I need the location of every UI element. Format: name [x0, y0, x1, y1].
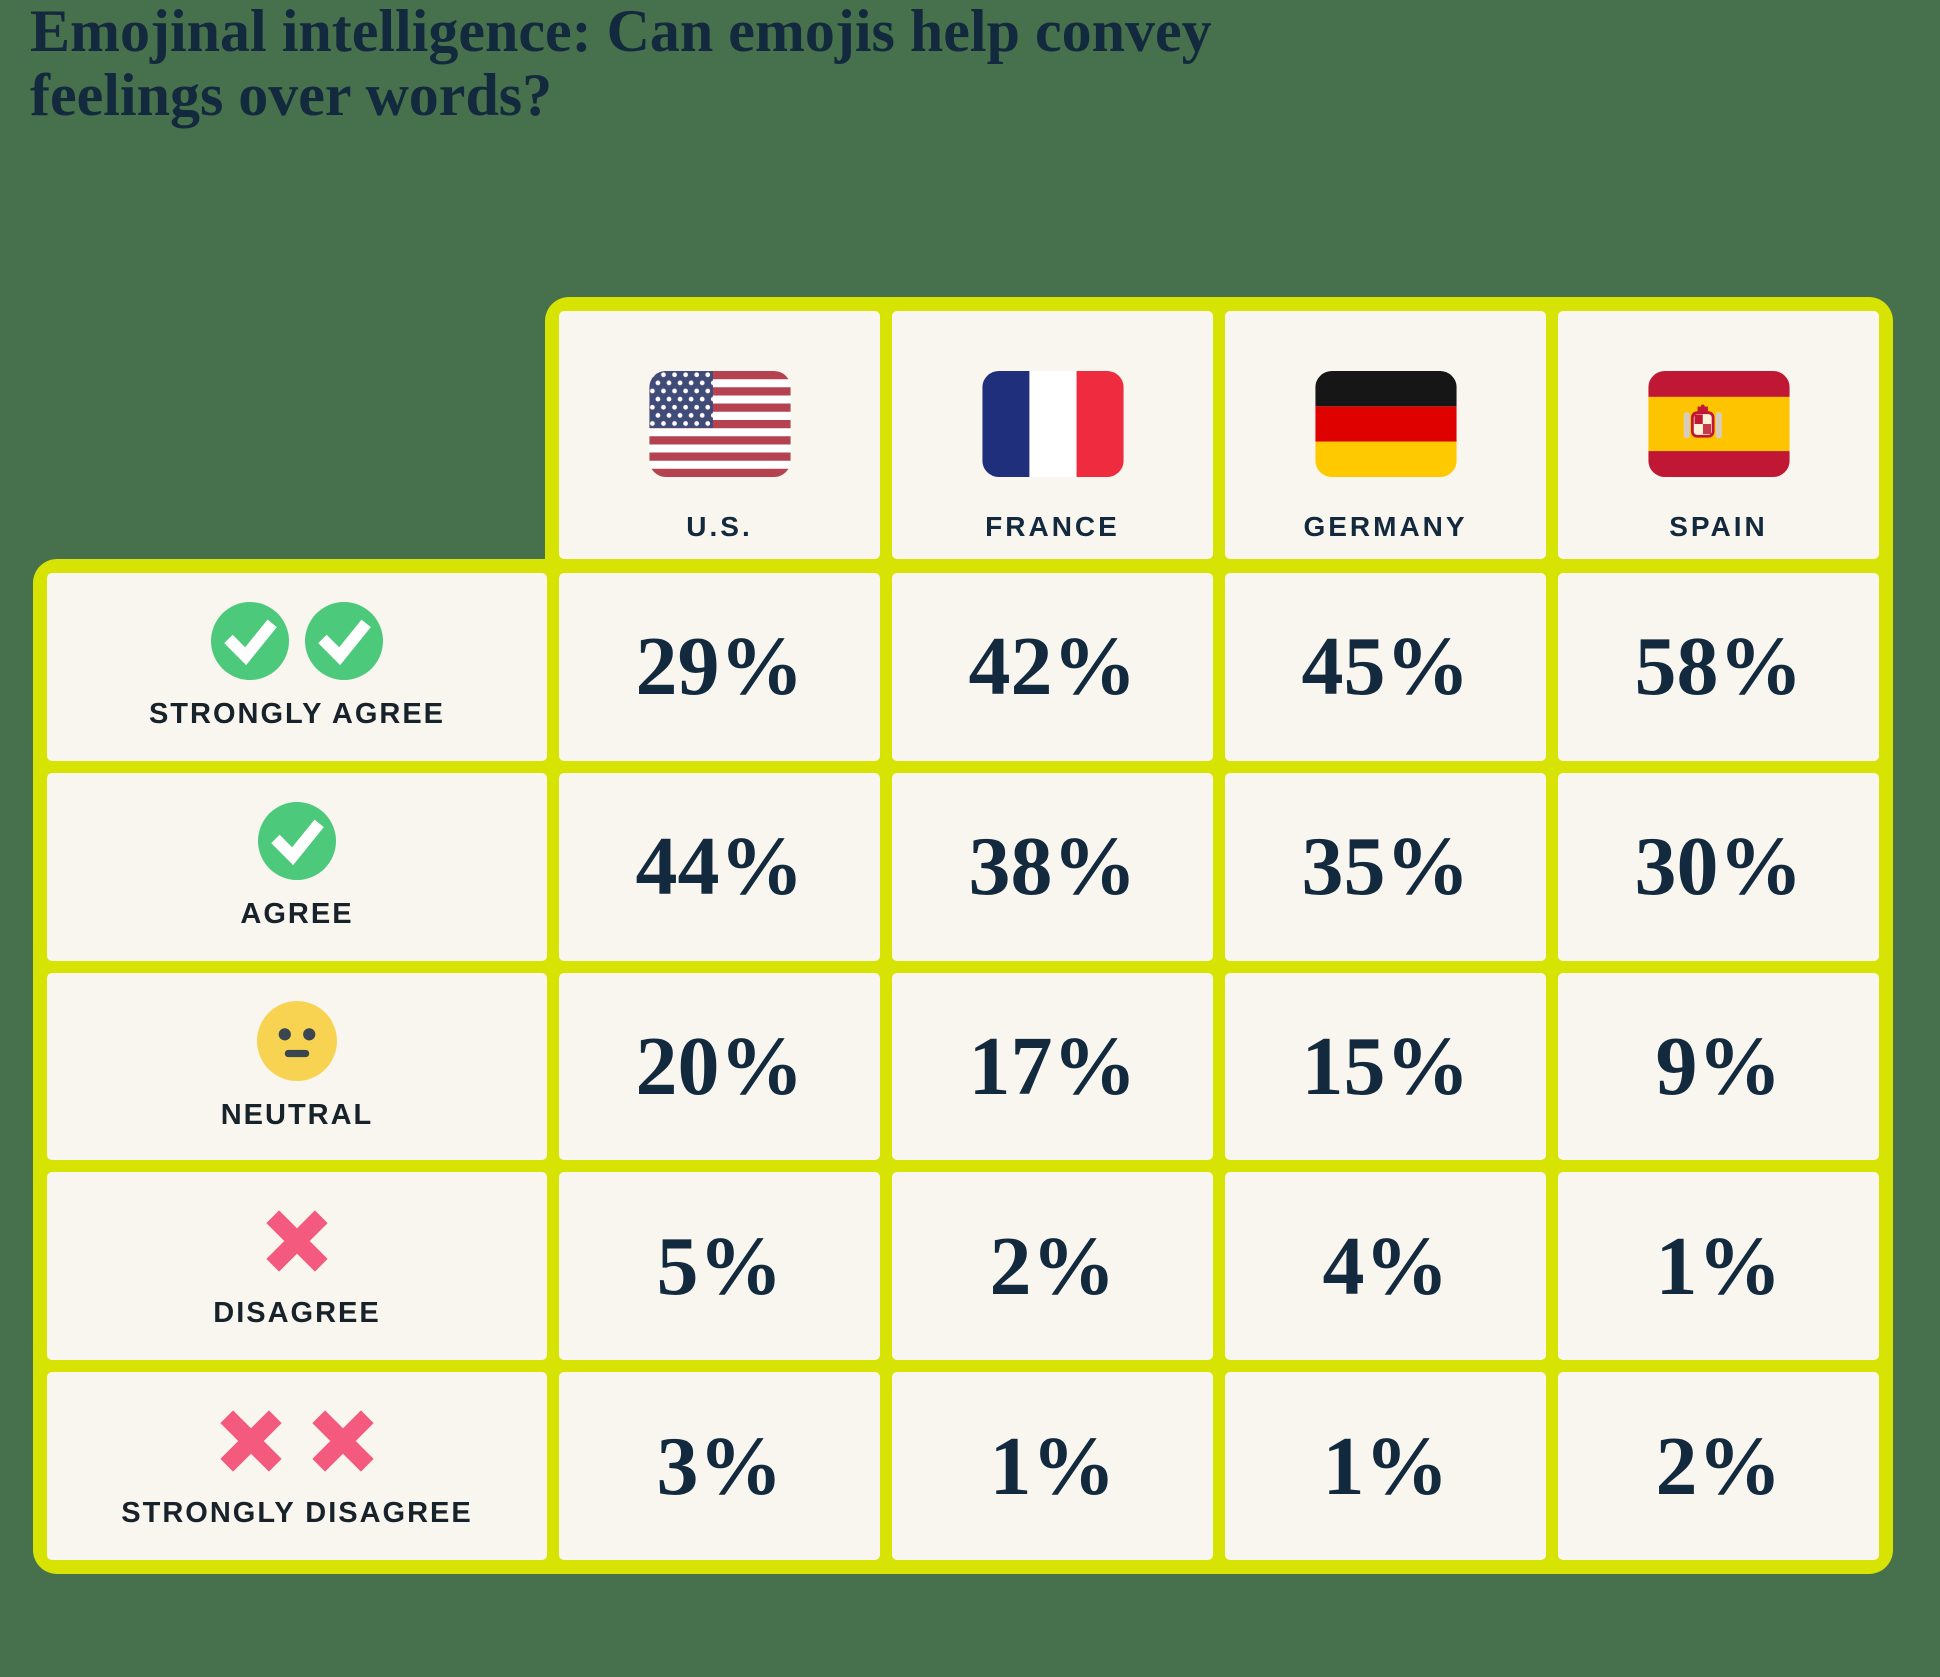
value-cell: 45% [1225, 573, 1546, 761]
column-header-us: U.S. [559, 311, 880, 559]
percentage-value: 42% [968, 620, 1137, 714]
percentage-value: 9% [1655, 1019, 1782, 1113]
row-icon-group [211, 602, 383, 681]
percentage-value: 2% [1655, 1419, 1782, 1513]
percentage-value: 15% [1301, 1019, 1470, 1113]
row-icon-group [257, 1000, 337, 1081]
percentage-value: 17% [968, 1019, 1137, 1113]
row-label-text: AGREE [240, 898, 354, 931]
value-cell: 15% [1225, 972, 1546, 1161]
france-flag-icon [981, 371, 1124, 477]
percentage-value: 29% [635, 620, 804, 714]
row-label-agree: AGREE [47, 772, 547, 961]
value-cell: 58% [1558, 573, 1879, 761]
value-cell: 30% [1558, 772, 1879, 961]
value-cell: 2% [892, 1172, 1213, 1361]
row-label-text: NEUTRAL [220, 1098, 374, 1131]
column-label: SPAIN [1669, 511, 1768, 542]
column-header-germany: GERMANY [1225, 311, 1546, 559]
percentage-value: 45% [1301, 620, 1470, 714]
value-cell: 1% [1558, 1172, 1879, 1361]
percentage-value: 38% [968, 820, 1137, 914]
row-label-strongly-disagree: STRONGLY DISAGREE [47, 1372, 547, 1560]
row-label-disagree: DISAGREE [47, 1172, 547, 1361]
percentage-value: 4% [1322, 1219, 1449, 1313]
check-circle-icon [258, 802, 336, 881]
value-cell: 3% [559, 1372, 880, 1560]
row-label-text: DISAGREE [213, 1296, 381, 1329]
germany-flag-icon [1314, 371, 1457, 477]
column-header-spain: SPAIN [1558, 311, 1879, 559]
value-cell: 42% [892, 573, 1213, 761]
value-cell: 44% [559, 772, 880, 961]
value-cell: 4% [1225, 1172, 1546, 1361]
value-cell: 2% [1558, 1372, 1879, 1560]
table-body: STRONGLY AGREE 29% 42% 45% 58% AGREE 44%… [33, 559, 1893, 1574]
value-cell: 1% [1225, 1372, 1546, 1560]
value-cell: 35% [1225, 772, 1546, 961]
row-label-text: STRONGLY DISAGREE [121, 1496, 473, 1529]
cross-icon [220, 1409, 282, 1472]
value-cell: 20% [559, 972, 880, 1161]
us-flag-icon [648, 371, 791, 477]
row-label-text: STRONGLY AGREE [148, 698, 446, 731]
cross-icon [312, 1409, 374, 1472]
percentage-value: 1% [989, 1419, 1116, 1513]
value-cell: 1% [892, 1372, 1213, 1560]
value-cell: 38% [892, 772, 1213, 961]
percentage-value: 35% [1301, 820, 1470, 914]
percentage-value: 1% [1655, 1219, 1782, 1313]
column-label: U.S. [686, 511, 753, 542]
value-cell: 17% [892, 972, 1213, 1161]
cross-icon [266, 1210, 328, 1272]
column-label: GERMANY [1303, 511, 1468, 542]
spain-flag-icon [1647, 371, 1790, 477]
percentage-value: 44% [635, 820, 804, 914]
row-label-strongly-agree: STRONGLY AGREE [47, 573, 547, 761]
check-circle-icon [211, 602, 289, 681]
row-icon-group [258, 802, 336, 881]
percentage-value: 3% [656, 1419, 783, 1513]
percentage-value: 30% [1634, 820, 1803, 914]
column-header-france: FRANCE [892, 311, 1213, 559]
row-icon-group [259, 1203, 335, 1279]
value-cell: 5% [559, 1172, 880, 1361]
page-title: Emojinal intelligence: Can emojis help c… [30, 0, 1212, 128]
percentage-value: 2% [989, 1219, 1116, 1313]
percentage-value: 20% [635, 1019, 804, 1113]
check-circle-icon [305, 602, 383, 681]
percentage-value: 58% [1634, 620, 1803, 714]
percentage-value: 5% [656, 1219, 783, 1313]
table-header: U.S. FRANCE GERMANY [545, 297, 1893, 573]
value-cell: 9% [1558, 972, 1879, 1161]
percentage-value: 1% [1322, 1419, 1449, 1513]
value-cell: 29% [559, 573, 880, 761]
row-icon-group [213, 1403, 381, 1479]
row-label-neutral: NEUTRAL [47, 972, 547, 1161]
column-label: FRANCE [985, 511, 1120, 542]
neutral-face-icon [257, 1000, 337, 1081]
